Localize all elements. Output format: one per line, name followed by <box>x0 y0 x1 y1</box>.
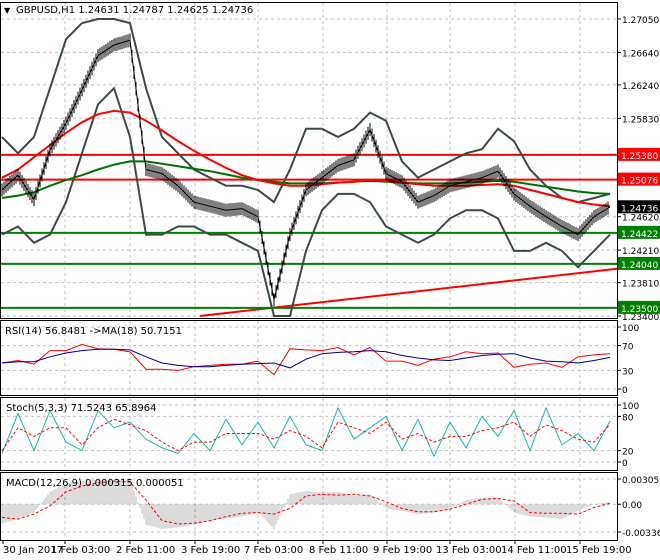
y-tick-label: 1.25830 <box>622 115 659 125</box>
stoch-title: Stoch(5,3,3) 71.5243 65.8964 <box>6 403 157 414</box>
y-tick-label: 1.24210 <box>622 247 659 257</box>
x-tick-label: 14 Feb 11:00 <box>501 545 567 556</box>
y-tick-label: 0 <box>622 459 628 469</box>
x-tick-label: 8 Feb 11:00 <box>309 545 368 556</box>
rsi-ma-18- <box>1 348 611 369</box>
y-tick-label: 1.23810 <box>622 280 659 290</box>
macd-signal <box>1 480 611 525</box>
stoch-main <box>1 406 611 458</box>
panel-frame-2 <box>0 397 618 471</box>
x-tick-label: 15 Feb 19:00 <box>566 545 632 556</box>
y-tick-label: 100 <box>622 324 639 334</box>
bollinger-lower <box>1 86 611 317</box>
y-tick-label: -0.003366 <box>622 529 660 539</box>
y-tick-label: 30 <box>622 367 634 377</box>
x-tick-label: 2 Feb 11:00 <box>116 545 175 556</box>
x-tick-label: 13 Feb 03:00 <box>436 545 502 556</box>
x-tick-label: 3 Feb 19:00 <box>181 545 240 556</box>
price-label: 1.24736 <box>621 204 658 214</box>
y-tick-label: 1.24620 <box>622 214 659 224</box>
price-label-box <box>618 256 660 270</box>
price-label: 1.24040 <box>621 261 658 271</box>
panel-frame-3 <box>0 472 618 541</box>
y-tick-label: 20 <box>622 448 634 458</box>
price-label: 1.24422 <box>621 230 658 240</box>
y-tick-label: 100 <box>622 402 639 412</box>
price-label-box <box>618 172 660 186</box>
price-label-box <box>618 300 660 314</box>
y-tick-label: 1.23400 <box>622 313 659 323</box>
price-label-box <box>618 225 660 239</box>
price-label-box <box>618 200 660 214</box>
y-tick-label: 1.26640 <box>622 49 659 59</box>
price-line <box>1 39 611 300</box>
macd-title: MACD(12,26,9) 0.000315 0.000051 <box>6 478 184 489</box>
price-label: 1.23500 <box>621 305 658 315</box>
y-tick-label: 1.26240 <box>622 82 659 92</box>
panel-frame-1 <box>0 320 618 396</box>
chart-title: GBPUSD,H1 1.24631 1.24787 1.24625 1.2473… <box>16 5 253 16</box>
rsi-title: RSI(14) 56.8481 ->MA(18) 50.7151 <box>5 326 182 337</box>
x-tick-label: 30 Jan 2017 <box>3 545 63 556</box>
triangle-down-icon[interactable]: ▼ <box>4 6 11 15</box>
y-tick-label: 0.00 <box>622 501 642 511</box>
x-tick-label: 9 Feb 19:00 <box>373 545 432 556</box>
x-tick-label: 1 Feb 03:00 <box>51 545 110 556</box>
y-tick-label: 80 <box>622 413 634 423</box>
bollinger-upper <box>1 18 611 204</box>
price-label-box <box>618 147 660 161</box>
x-tick-label: 7 Feb 03:00 <box>244 545 303 556</box>
price-label: 1.25076 <box>621 177 658 187</box>
y-tick-label: 0 <box>622 386 628 396</box>
trendline <box>199 267 618 317</box>
y-tick-label: 0.003059 <box>622 476 660 486</box>
price-label: 1.25380 <box>621 152 658 162</box>
y-tick-label: 1.27050 <box>622 16 659 26</box>
panel-frame-0 <box>0 2 618 319</box>
y-tick-label: 70 <box>622 343 634 353</box>
